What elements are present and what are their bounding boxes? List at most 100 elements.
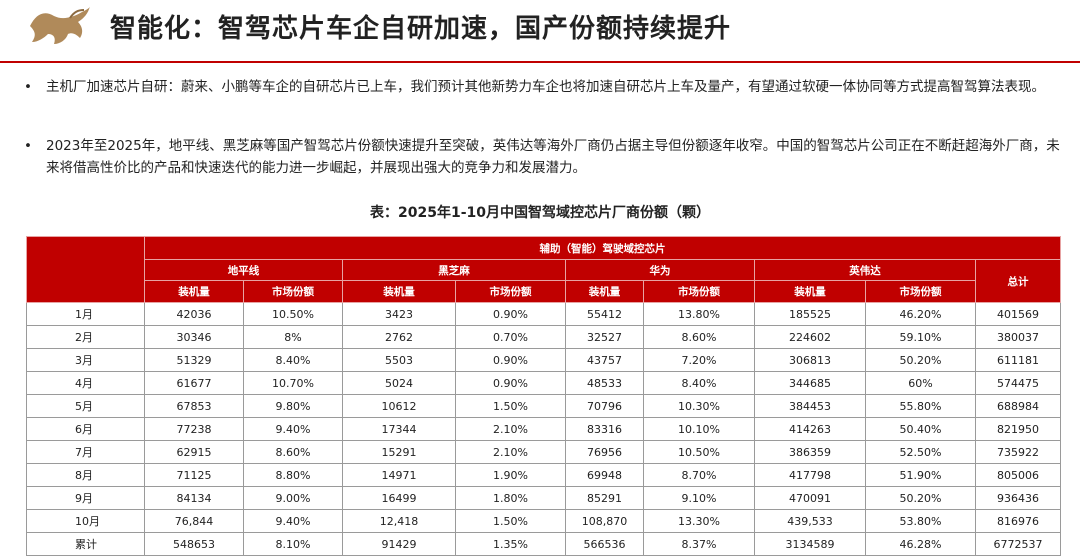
bullet-marker: • [24, 138, 32, 154]
table-row: 6月 77238 9.40% 17344 2.10% 83316 10.10% 414263 5… [26, 417, 1062, 441]
share-cell: 7.20% [643, 348, 755, 372]
volume-cell: 42036 [144, 302, 244, 326]
group-header: 辅助（智能）驾驶域控芯片 [143, 236, 1062, 260]
bull-logo-icon [30, 6, 90, 44]
header-divider [0, 61, 1080, 63]
month-cell: 2月 [26, 325, 145, 349]
vendor-header: 地平线 [144, 259, 343, 281]
volume-cell: 43757 [565, 348, 644, 372]
volume-cell: 84134 [144, 486, 244, 510]
volume-cell: 5503 [342, 348, 456, 372]
volume-cell: 69948 [565, 463, 644, 487]
total-cell: 735922 [974, 440, 1062, 464]
total-cell: 611181 [974, 348, 1062, 372]
share-cell: 0.90% [455, 348, 566, 372]
volume-cell: 30346 [144, 325, 244, 349]
table-row: 4月 61677 10.70% 5024 0.90% 48533 8.40% 344685 60… [26, 371, 1062, 395]
share-cell: 1.35% [455, 532, 566, 556]
volume-cell: 77238 [144, 417, 244, 441]
share-cell: 52.50% [865, 440, 976, 464]
table-row: 5月 67853 9.80% 10612 1.50% 70796 10.30% 384453 5… [26, 394, 1062, 418]
share-cell: 46.20% [865, 302, 976, 326]
table-row: 2月 30346 8% 2762 0.70% 32527 8.60% 224602 59.10%… [26, 325, 1062, 349]
share-cell: 0.90% [455, 371, 566, 395]
share-cell: 10.10% [643, 417, 755, 441]
share-cell: 9.00% [243, 486, 343, 510]
share-cell: 1.50% [455, 394, 566, 418]
share-cell: 9.80% [243, 394, 343, 418]
volume-cell: 32527 [565, 325, 644, 349]
bullet-marker: • [24, 79, 32, 95]
month-cell: 7月 [26, 440, 145, 464]
month-cell: 5月 [26, 394, 145, 418]
volume-cell: 306813 [754, 348, 866, 372]
column-header: 装机量 [342, 280, 456, 303]
month-cell: 10月 [26, 509, 145, 533]
share-cell: 8.60% [643, 325, 755, 349]
volume-cell: 439,533 [754, 509, 866, 533]
share-cell: 53.80% [865, 509, 976, 533]
month-cell: 4月 [26, 371, 145, 395]
month-cell: 8月 [26, 463, 145, 487]
volume-cell: 62915 [144, 440, 244, 464]
table-title: 表：2025年1-10月中国智驾域控芯片厂商份额（颗） [370, 205, 710, 221]
total-cell: 380037 [974, 325, 1062, 349]
volume-cell: 61677 [144, 371, 244, 395]
share-cell: 9.10% [643, 486, 755, 510]
volume-cell: 16499 [342, 486, 456, 510]
volume-cell: 70796 [565, 394, 644, 418]
share-cell: 9.40% [243, 509, 343, 533]
share-cell: 50.40% [865, 417, 976, 441]
volume-cell: 15291 [342, 440, 456, 464]
share-cell: 9.40% [243, 417, 343, 441]
share-cell: 50.20% [865, 486, 976, 510]
table-row: 10月 76,844 9.40% 12,418 1.50% 108,870 13.30% 43… [26, 509, 1062, 533]
total-cell: 821950 [974, 417, 1062, 441]
vendor-header: 华为 [565, 259, 755, 281]
volume-cell: 185525 [754, 302, 866, 326]
total-cell: 816976 [974, 509, 1062, 533]
volume-cell: 224602 [754, 325, 866, 349]
volume-cell: 414263 [754, 417, 866, 441]
total-cell: 688984 [974, 394, 1062, 418]
volume-cell: 48533 [565, 371, 644, 395]
volume-cell: 470091 [754, 486, 866, 510]
volume-cell: 548653 [144, 532, 244, 556]
month-cell: 6月 [26, 417, 145, 441]
slide-header: 智能化：智驾芯片车企自研加速，国产份额持续提升 [0, 0, 1080, 63]
table-row: 累计 548653 8.10% 91429 1.35% 566536 8.37% 313458… [26, 532, 1062, 556]
volume-cell: 85291 [565, 486, 644, 510]
share-cell: 8% [243, 325, 343, 349]
share-cell: 51.90% [865, 463, 976, 487]
share-cell: 60% [865, 371, 976, 395]
volume-cell: 51329 [144, 348, 244, 372]
volume-cell: 417798 [754, 463, 866, 487]
table-row: 8月 71125 8.80% 14971 1.90% 69948 8.70% 417798 51… [26, 463, 1062, 487]
volume-cell: 17344 [342, 417, 456, 441]
bullet-point-2: • 2023年至2025年，地平线、黑芝麻等国产智驾芯片份额快速提升至突破，英伟… [24, 135, 1064, 181]
share-cell: 1.90% [455, 463, 566, 487]
share-cell: 13.30% [643, 509, 755, 533]
bullet-text: 2023年至2025年，地平线、黑芝麻等国产智驾芯片份额快速提升至突破，英伟达等… [46, 138, 1060, 176]
share-cell: 8.40% [243, 348, 343, 372]
volume-cell: 76956 [565, 440, 644, 464]
volume-cell: 12,418 [342, 509, 456, 533]
column-header: 装机量 [144, 280, 244, 303]
total-cell: 574475 [974, 371, 1062, 395]
share-cell: 1.50% [455, 509, 566, 533]
share-cell: 46.28% [865, 532, 976, 556]
table-row: 3月 51329 8.40% 5503 0.90% 43757 7.20% 306813 50.… [26, 348, 1062, 372]
share-cell: 50.20% [865, 348, 976, 372]
volume-cell: 10612 [342, 394, 456, 418]
share-cell: 10.50% [643, 440, 755, 464]
volume-cell: 108,870 [565, 509, 644, 533]
month-cell: 3月 [26, 348, 145, 372]
share-cell: 8.40% [643, 371, 755, 395]
share-cell: 0.70% [455, 325, 566, 349]
column-header: 市场份额 [455, 280, 566, 303]
month-cell: 累计 [26, 532, 145, 556]
share-cell: 8.70% [643, 463, 755, 487]
table-row: 9月 84134 9.00% 16499 1.80% 85291 9.10% 470091 50… [26, 486, 1062, 510]
volume-cell: 3423 [342, 302, 456, 326]
volume-cell: 3134589 [754, 532, 866, 556]
